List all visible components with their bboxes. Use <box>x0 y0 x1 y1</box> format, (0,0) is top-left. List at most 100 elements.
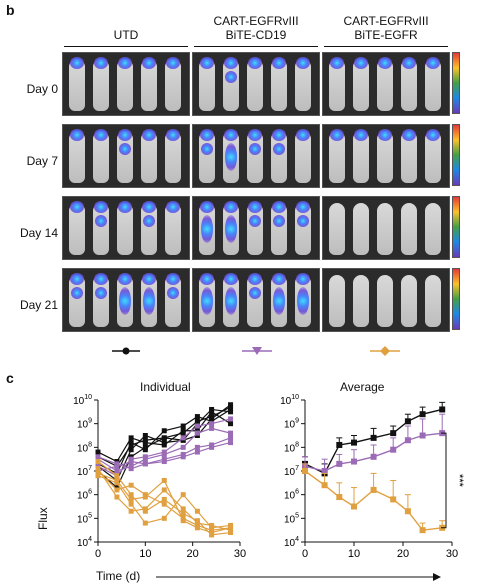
data-point <box>95 459 101 465</box>
x-tick-label: 10 <box>348 548 360 560</box>
data-point <box>404 418 411 425</box>
luminescence-signal <box>273 215 285 227</box>
mouse-image <box>295 131 311 183</box>
luminescence-signal <box>402 129 416 141</box>
group-bracket-utd <box>64 46 188 47</box>
x-tick-label: 30 <box>234 548 246 560</box>
mouse-image <box>329 203 345 255</box>
data-point <box>351 439 357 446</box>
y-tick-label: 107 <box>284 465 299 478</box>
group-label-utd: UTD <box>62 28 190 42</box>
data-point <box>128 508 134 514</box>
data-point <box>128 447 134 453</box>
data-point <box>180 423 186 429</box>
luminescence-signal <box>166 273 180 285</box>
luminescence-signal <box>95 215 107 227</box>
data-point <box>142 506 148 512</box>
colorbar-day21 <box>452 268 460 330</box>
imaging-tile <box>192 196 320 260</box>
mouse-image <box>329 59 345 111</box>
group-bracket-egfr <box>324 46 448 47</box>
data-point <box>228 421 234 427</box>
luminescence-signal <box>248 201 262 213</box>
data-point <box>351 458 357 465</box>
data-point <box>161 496 167 502</box>
luminescence-signal <box>225 143 237 171</box>
data-point <box>161 487 167 493</box>
data-point <box>390 496 397 503</box>
mouse-image <box>377 275 393 327</box>
luminescence-signal <box>296 273 310 285</box>
colorbar-day0 <box>452 52 460 114</box>
data-point <box>336 460 343 467</box>
data-point <box>114 477 120 483</box>
y-tick-label: 1010 <box>280 394 299 407</box>
mouse-image <box>199 59 215 111</box>
luminescence-signal <box>225 71 237 83</box>
luminescence-signal <box>94 273 108 285</box>
chart-title-individual: Individual <box>140 380 191 394</box>
luminescence-signal <box>119 287 131 315</box>
mouse-image <box>165 203 181 255</box>
luminescence-signal <box>224 129 238 141</box>
y-tick-label: 106 <box>77 489 92 502</box>
data-point <box>194 423 200 429</box>
data-point <box>128 435 134 441</box>
luminescence-signal <box>249 287 261 299</box>
data-point <box>180 492 186 498</box>
mouse-image <box>93 59 109 111</box>
data-point <box>209 522 215 528</box>
data-point <box>209 530 215 536</box>
luminescence-signal <box>225 215 237 243</box>
luminescence-signal <box>71 287 83 299</box>
data-point <box>404 437 411 444</box>
data-point <box>194 444 200 450</box>
luminescence-signal <box>378 57 392 69</box>
mouse-image <box>425 203 441 255</box>
mouse-image <box>353 59 369 111</box>
data-point <box>209 421 215 427</box>
data-point <box>161 459 167 465</box>
luminescence-signal <box>94 57 108 69</box>
data-point <box>142 520 148 526</box>
x-tick-label: 30 <box>446 548 458 560</box>
mouse-image <box>425 275 441 327</box>
luminescence-signal <box>272 201 286 213</box>
imaging-tile <box>62 52 190 116</box>
x-axis-label: Time (d) <box>96 569 141 583</box>
luminescence-signal <box>142 273 156 285</box>
significance-label: *** <box>453 474 465 488</box>
imaging-tile <box>192 52 320 116</box>
luminescence-signal <box>119 143 131 155</box>
data-point <box>128 466 134 472</box>
data-point <box>114 494 120 500</box>
legend-marker-cd19 <box>242 347 272 355</box>
panel-b-letter: b <box>6 2 15 18</box>
luminescence-signal <box>94 201 108 213</box>
luminescence-signal <box>224 57 238 69</box>
luminescence-signal <box>296 57 310 69</box>
data-point <box>194 525 200 531</box>
data-point <box>390 430 397 437</box>
mouse-image <box>141 131 157 183</box>
luminescence-signal <box>297 287 309 315</box>
data-point <box>419 411 426 418</box>
imaging-tile <box>322 196 450 260</box>
data-point <box>321 482 328 489</box>
luminescence-signal <box>95 287 107 299</box>
data-point <box>370 453 377 460</box>
luminescence-signal <box>70 57 84 69</box>
data-point <box>180 506 186 512</box>
luminescence-signal <box>249 215 261 227</box>
data-point <box>302 468 308 474</box>
data-point <box>180 444 186 450</box>
chart-title-average: Average <box>340 380 385 394</box>
luminescence-signal <box>273 287 285 315</box>
data-point <box>161 477 167 483</box>
data-point <box>419 432 426 439</box>
luminescence-signal <box>118 273 132 285</box>
luminescence-signal <box>330 129 344 141</box>
data-point <box>128 459 134 465</box>
mouse-image <box>377 59 393 111</box>
data-point <box>228 406 234 412</box>
